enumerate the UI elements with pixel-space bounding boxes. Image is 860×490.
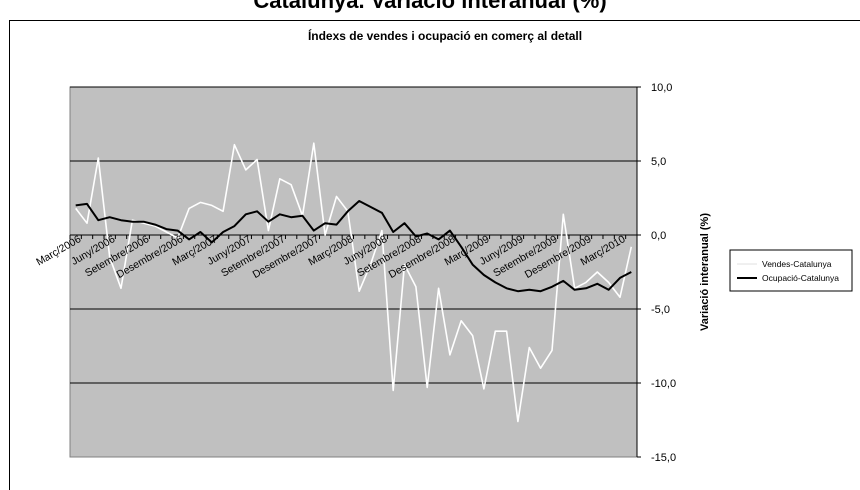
y-axis: 10,0 5,0 0,0 -5,0 -10,0 -15,0 (636, 82, 676, 464)
series-line-0 (75, 142, 633, 423)
legend-label-1: Ocupació-Catalunya (762, 273, 839, 283)
legend-box (729, 249, 853, 292)
y-tick-label: 0,0 (651, 230, 666, 242)
y-tick-label: 5,0 (651, 156, 666, 168)
y-axis-label: Variació interanual (%) (699, 213, 711, 331)
line-chart: Índexs de vendes i ocupació en comerç al… (34, 28, 853, 464)
y-tick-label: 10,0 (651, 82, 672, 94)
outer-title: Catalunya. Variació interanual (%) (253, 0, 607, 13)
gridlines (70, 86, 637, 384)
series-layer (75, 142, 633, 423)
y-tick-label: -5,0 (651, 304, 670, 316)
legend: Vendes-Catalunya Ocupació-Catalunya (729, 249, 853, 292)
series-line-1 (75, 200, 632, 293)
chart-frame (9, 20, 860, 490)
plot-area (69, 86, 638, 458)
chart-title: Índexs de vendes i ocupació en comerç al… (308, 28, 582, 43)
zero-axis (69, 234, 638, 239)
y-tick-label: -10,0 (651, 378, 676, 390)
legend-label-0: Vendes-Catalunya (762, 259, 832, 269)
y-tick-label: -15,0 (651, 452, 676, 464)
